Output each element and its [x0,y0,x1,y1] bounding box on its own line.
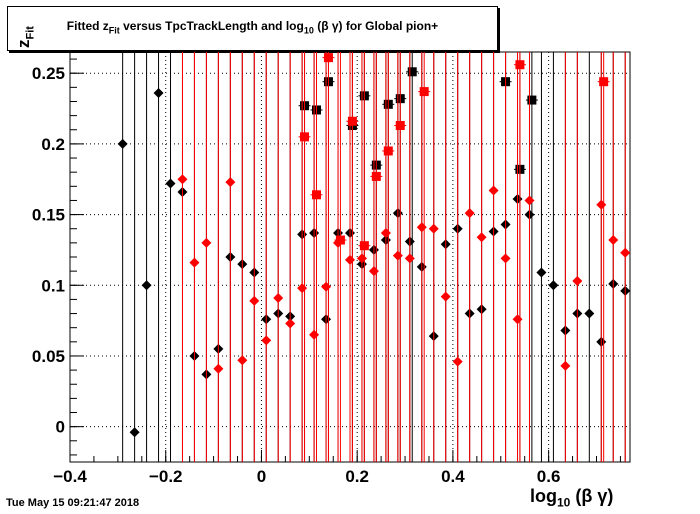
diamond-marker [177,174,188,185]
diamond-marker [141,280,152,291]
diamond-marker [356,253,367,264]
diamond-marker [165,178,176,189]
diamond-marker [620,247,631,258]
diamond-marker [189,257,200,268]
diamond-marker [416,222,427,233]
chart-title: Fitted zFit versus TpcTrackLength and lo… [66,19,439,36]
x-tick-label: −0.4 [53,467,87,486]
diamond-marker [608,235,619,246]
diamond-marker [584,308,595,319]
diamond-marker [452,356,463,367]
diamond-marker [380,227,391,238]
diamond-marker [261,335,272,346]
diamond-marker [237,355,248,366]
x-tick-label: 0 [257,467,266,486]
y-tick-label: 0.15 [32,206,65,225]
diamond-marker [404,253,415,264]
x-tick-label: 0.6 [537,467,561,486]
chart-title-box: Fitted zFit versus TpcTrackLength and lo… [7,6,498,51]
x-tick-label: −0.2 [149,467,183,486]
y-tick-label: 0.25 [32,64,65,83]
diamond-marker [273,293,284,303]
timestamp: Tue May 15 09:21:47 2018 [6,497,140,509]
diamond-marker [213,363,224,374]
diamond-marker [201,237,212,248]
x-axis-title: log10 (β γ) [530,486,614,510]
diamond-marker [440,291,451,302]
diamond-marker [524,195,535,206]
y-axis-title: zFit [14,26,37,48]
diamond-marker [249,295,260,306]
y-tick-label: 0.05 [32,347,65,366]
diamond-marker [488,185,499,196]
diamond-marker [345,254,355,265]
diamond-marker [368,266,379,277]
diamond-marker [428,223,439,234]
diamond-marker [129,427,140,438]
diamond-marker [512,314,523,325]
diamond-marker [297,283,308,294]
x-tick-label: 0.4 [441,467,465,486]
diamond-marker [153,88,164,98]
x-tick-label: 0.2 [345,467,369,486]
diamond-marker [392,250,403,261]
diamond-marker [536,267,547,278]
diamond-marker [285,318,296,329]
diamond-marker [560,360,571,371]
y-tick-label: 0.1 [41,276,65,295]
diamond-marker [309,329,320,340]
diamond-marker [548,280,559,291]
diamond-marker [321,281,332,292]
diamond-marker [500,253,511,264]
diamond-marker [572,276,583,287]
diamond-marker [596,199,607,210]
diamond-marker [117,138,128,149]
diamond-marker [476,232,487,243]
diamond-marker [225,177,236,188]
y-tick-label: 0 [56,418,65,437]
diamond-marker [464,208,475,219]
y-tick-label: 0.2 [41,135,65,154]
